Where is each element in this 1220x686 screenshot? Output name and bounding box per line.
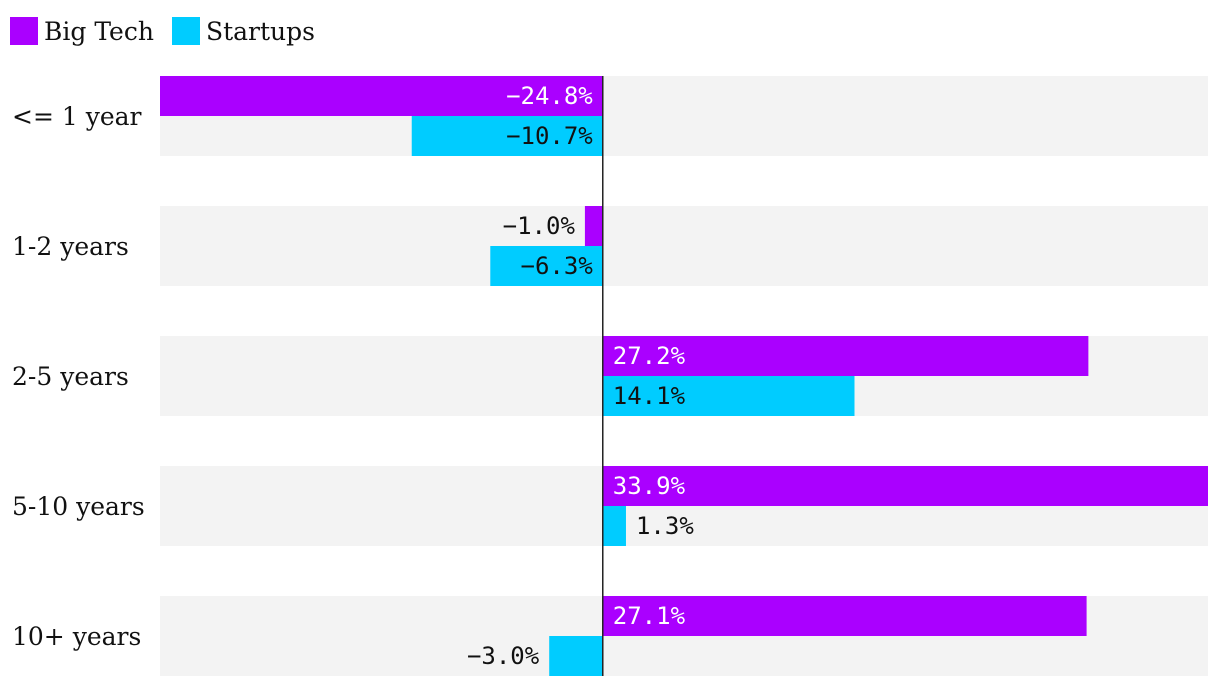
- row-background: [160, 206, 1208, 286]
- value-label: −3.0%: [467, 642, 540, 670]
- category-label: 5-10 years: [12, 492, 145, 521]
- value-label: 27.1%: [613, 602, 686, 630]
- category-label: <= 1 year: [12, 102, 142, 131]
- legend-item-startups: Startups: [171, 16, 315, 46]
- value-label: −24.8%: [506, 82, 593, 110]
- bar-big-tech: [602, 466, 1208, 506]
- bar-big-tech: [602, 336, 1089, 376]
- legend-item-big-tech: Big Tech: [10, 17, 154, 46]
- value-label: 1.3%: [636, 512, 694, 540]
- value-label: 14.1%: [613, 382, 686, 410]
- legend-label-big-tech: Big Tech: [44, 16, 154, 46]
- legend-label-startups: Startups: [205, 16, 315, 46]
- value-label: 27.2%: [613, 342, 686, 370]
- value-label: −1.0%: [503, 212, 576, 240]
- bar-big-tech: [160, 76, 603, 116]
- bar-startups: [549, 636, 603, 676]
- value-label: −10.7%: [506, 122, 593, 150]
- category-label: 10+ years: [12, 622, 141, 651]
- legend-swatch-big-tech: [10, 17, 38, 45]
- bar-big-tech: [584, 206, 603, 246]
- bar-startups: [602, 376, 855, 416]
- legend-swatch-startups: [171, 17, 200, 45]
- category-label: 1-2 years: [12, 232, 129, 261]
- value-label: −6.3%: [521, 252, 594, 280]
- bar-startups: [411, 116, 603, 156]
- bar-startups: [602, 506, 626, 546]
- category-label: 2-5 years: [12, 362, 129, 391]
- value-label: 33.9%: [613, 472, 686, 500]
- bar-big-tech: [602, 596, 1087, 636]
- legend: Big Tech Startups: [10, 15, 333, 47]
- bar-startups: [490, 246, 603, 286]
